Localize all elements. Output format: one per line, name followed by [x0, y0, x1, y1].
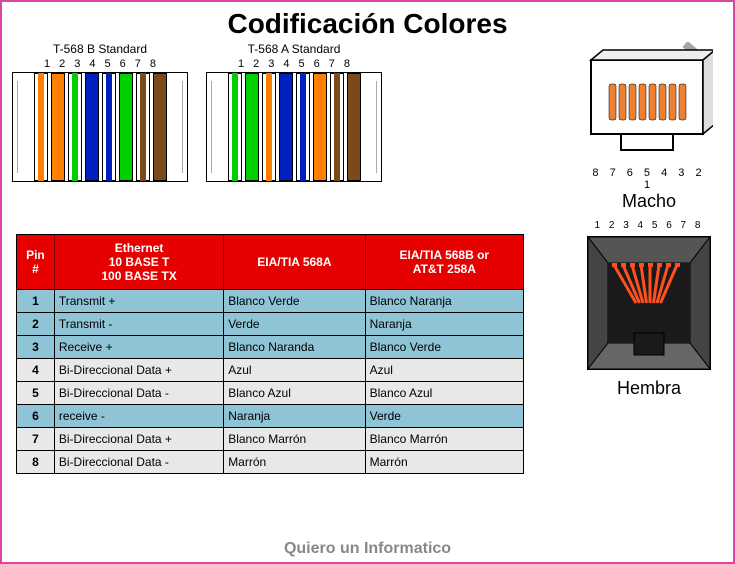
cell: Azul	[224, 359, 365, 381]
standard-a-pins: 12345678	[206, 58, 382, 70]
th-pin: Pin #	[17, 235, 55, 289]
cell: Naranja	[224, 405, 365, 427]
wire	[347, 73, 361, 181]
hembra-pin-numbers: 1 2 3 4 5 6 7 8	[579, 220, 719, 231]
wire	[313, 73, 327, 181]
macho-diagram: 8 7 6 5 4 3 2 1 Macho	[585, 42, 713, 212]
cell: Transmit -	[55, 313, 224, 335]
cell: Blanco Naranja	[366, 290, 523, 312]
wire	[136, 73, 150, 181]
table-row: 5Bi-Direccional Data -Blanco AzulBlanco …	[17, 381, 523, 404]
connector-a	[206, 72, 382, 182]
table-row: 2Transmit -VerdeNaranja	[17, 312, 523, 335]
cell: 8	[17, 451, 55, 473]
table-row: 1Transmit +Blanco VerdeBlanco Naranja	[17, 289, 523, 312]
footer-credit: Quiero un Informatico	[2, 540, 733, 558]
pinout-table: Pin # Ethernet10 BASE T100 BASE TX EIA/T…	[16, 234, 524, 474]
standard-a-label: T-568 A Standard	[206, 42, 382, 56]
cell: Marrón	[366, 451, 523, 473]
macho-label: Macho	[585, 191, 713, 212]
cell: 2	[17, 313, 55, 335]
cell: Blanco Verde	[366, 336, 523, 358]
right-column: 8 7 6 5 4 3 2 1 Macho 1 2 3 4 5 6 7 8 He…	[579, 42, 723, 399]
page-title: Codificación Colores	[2, 8, 733, 40]
connector-b	[12, 72, 188, 182]
wire	[85, 73, 99, 181]
th-568b: EIA/TIA 568B orAT&T 258A	[366, 235, 523, 289]
cell: Bi-Direccional Data +	[55, 428, 224, 450]
standard-b-pins: 12345678	[12, 58, 188, 70]
cell: 7	[17, 428, 55, 450]
table-row: 6receive -NaranjaVerde	[17, 404, 523, 427]
cell: Transmit +	[55, 290, 224, 312]
hembra-diagram: 1 2 3 4 5 6 7 8 Hembra	[579, 220, 719, 399]
cell: Azul	[366, 359, 523, 381]
cell: Marrón	[224, 451, 365, 473]
wire	[119, 73, 133, 181]
cell: Blanco Marrón	[366, 428, 523, 450]
macho-pin-numbers: 8 7 6 5 4 3 2 1	[585, 167, 713, 191]
cell: Bi-Direccional Data +	[55, 359, 224, 381]
wire	[296, 73, 310, 181]
cell: 5	[17, 382, 55, 404]
wire	[279, 73, 293, 181]
cell: 3	[17, 336, 55, 358]
cell: receive -	[55, 405, 224, 427]
table-row: 8Bi-Direccional Data -MarrónMarrón	[17, 450, 523, 473]
wire	[228, 73, 242, 181]
cell: 6	[17, 405, 55, 427]
th-568a: EIA/TIA 568A	[224, 235, 365, 289]
cell: Blanco Naranda	[224, 336, 365, 358]
wire	[262, 73, 276, 181]
wire	[68, 73, 82, 181]
wire	[51, 73, 65, 181]
cell: Blanco Azul	[224, 382, 365, 404]
cell: Bi-Direccional Data -	[55, 382, 224, 404]
table-row: 7Bi-Direccional Data +Blanco MarrónBlanc…	[17, 427, 523, 450]
table-header: Pin # Ethernet10 BASE T100 BASE TX EIA/T…	[17, 235, 523, 289]
cell: Receive +	[55, 336, 224, 358]
wire	[330, 73, 344, 181]
cell: Blanco Azul	[366, 382, 523, 404]
wire	[102, 73, 116, 181]
table-row: 4Bi-Direccional Data +AzulAzul	[17, 358, 523, 381]
cell: 4	[17, 359, 55, 381]
diagram-frame: Codificación Colores T-568 B Standard 12…	[0, 0, 735, 564]
wire	[245, 73, 259, 181]
th-ethernet: Ethernet10 BASE T100 BASE TX	[55, 235, 224, 289]
rj45-male-icon	[585, 42, 713, 172]
cell: Naranja	[366, 313, 523, 335]
hembra-label: Hembra	[579, 378, 719, 399]
wire	[34, 73, 48, 181]
wire	[153, 73, 167, 181]
standard-b-label: T-568 B Standard	[12, 42, 188, 56]
cell: Blanco Verde	[224, 290, 365, 312]
cell: 1	[17, 290, 55, 312]
cell: Verde	[366, 405, 523, 427]
table-row: 3Receive +Blanco NarandaBlanco Verde	[17, 335, 523, 358]
cell: Bi-Direccional Data -	[55, 451, 224, 473]
rj45-female-icon	[584, 233, 714, 373]
cell: Verde	[224, 313, 365, 335]
cell: Blanco Marrón	[224, 428, 365, 450]
